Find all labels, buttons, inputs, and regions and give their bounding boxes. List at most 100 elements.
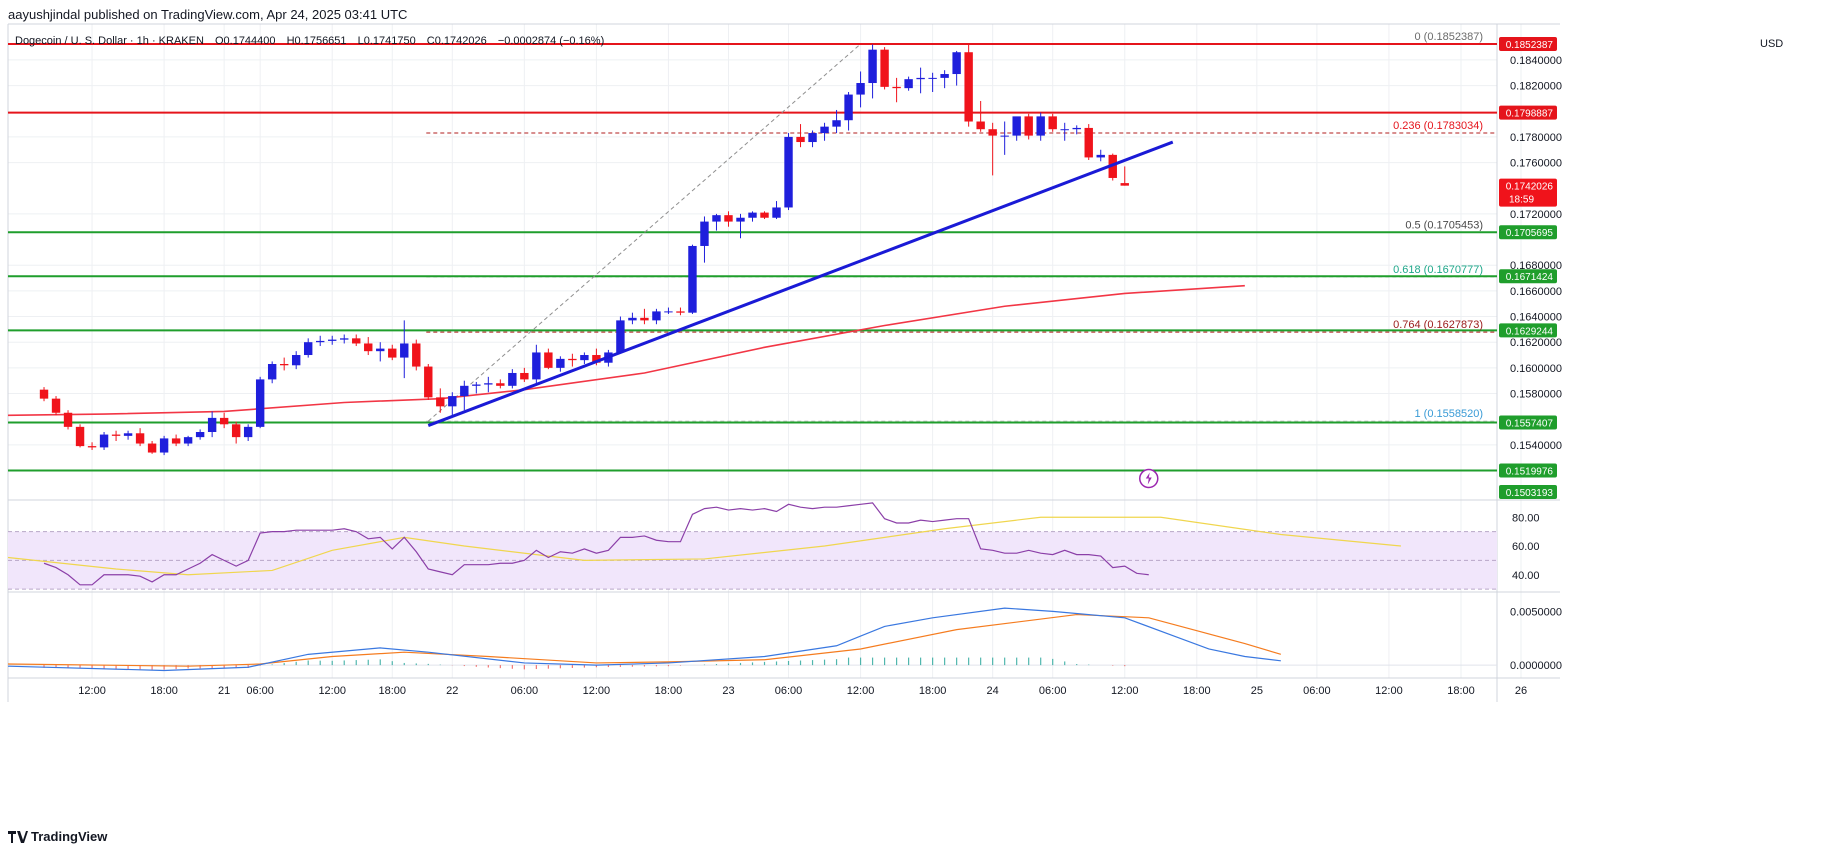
candle-body bbox=[195, 432, 205, 438]
time-tick-label: 18:00 bbox=[1447, 685, 1475, 697]
levels bbox=[8, 43, 1497, 472]
price-badge-label: 0.1519976 bbox=[1506, 467, 1554, 478]
grid bbox=[7, 23, 1560, 702]
candle-body bbox=[255, 379, 265, 427]
candle-body bbox=[748, 212, 757, 218]
fib-guide-line bbox=[427, 43, 861, 422]
alert-icon-bolt bbox=[1145, 472, 1152, 485]
candle-body bbox=[364, 343, 373, 352]
candle-body bbox=[544, 352, 553, 368]
candle-body bbox=[159, 438, 169, 453]
candle-body bbox=[99, 434, 109, 448]
candle-body bbox=[868, 49, 877, 84]
price-badge-label: 0.1629244 bbox=[1506, 326, 1554, 337]
candle-body bbox=[916, 77, 925, 80]
candle-body bbox=[303, 342, 313, 356]
price-badge-label: 0.1503193 bbox=[1506, 488, 1554, 499]
candle-body bbox=[592, 355, 601, 363]
candle-body bbox=[976, 121, 985, 130]
axes: 0.1840000 0.1820000 0.1780000 0.1760000 0.17… bbox=[78, 55, 1562, 697]
price-badge-bg bbox=[1499, 323, 1557, 338]
price-badge-bg bbox=[1499, 178, 1557, 207]
candle-body bbox=[207, 417, 217, 432]
candle-body bbox=[808, 133, 817, 143]
time-tick-label: 25 bbox=[1251, 685, 1263, 697]
candle-body bbox=[736, 217, 745, 222]
time-tick-label: 23 bbox=[722, 685, 734, 697]
candle-body bbox=[652, 311, 661, 321]
candle-body bbox=[988, 129, 997, 136]
price-tick-label: 0.1620000 bbox=[1510, 337, 1562, 349]
time-tick-label: 12:00 bbox=[583, 685, 611, 697]
price-tick-label: 0.1580000 bbox=[1510, 389, 1562, 401]
alert-icon[interactable] bbox=[1139, 468, 1159, 489]
candle-body bbox=[532, 352, 541, 380]
candle-body bbox=[508, 372, 517, 386]
price-tick-label: 0.1840000 bbox=[1510, 55, 1562, 67]
rsi-tick-label: 80.00 bbox=[1512, 512, 1540, 524]
candle-body bbox=[316, 340, 325, 343]
time-tick-label: 12:00 bbox=[1111, 685, 1139, 697]
price-tick-label: 0.1760000 bbox=[1510, 158, 1562, 170]
candle-body bbox=[1120, 183, 1129, 186]
fib-label: 0.236 (0.1783034) bbox=[1393, 120, 1483, 132]
rsi-ma-line bbox=[7, 516, 1401, 576]
low-value: L0.1741750 bbox=[357, 35, 416, 47]
publish-info: aayushjindal published on TradingView.co… bbox=[8, 7, 408, 22]
candle-body bbox=[400, 343, 409, 358]
price-tick-label: 0.1680000 bbox=[1510, 260, 1562, 272]
time-tick-label: 26 bbox=[1515, 685, 1527, 697]
open-value: O0.1744400 bbox=[214, 35, 276, 47]
price-badge-label: 0.1742026 bbox=[1506, 182, 1554, 193]
candle-body bbox=[784, 136, 793, 208]
time-tick-label: 12:00 bbox=[78, 685, 106, 697]
price-tick-label: 0.1820000 bbox=[1510, 81, 1562, 93]
time-tick-label: 12:00 bbox=[1375, 685, 1403, 697]
fib-label: 0.764 (0.1627873) bbox=[1393, 319, 1483, 331]
candle-body bbox=[628, 317, 637, 321]
candle-body bbox=[952, 52, 961, 75]
candle-body bbox=[1072, 127, 1081, 130]
candle-body bbox=[1036, 116, 1045, 136]
candle-body bbox=[856, 83, 865, 95]
candles[interactable] bbox=[39, 44, 1129, 456]
macd-tick-label: 0.0050000 bbox=[1510, 606, 1562, 618]
candle-body bbox=[147, 443, 157, 453]
candle-body bbox=[832, 120, 841, 127]
candle-body bbox=[424, 366, 433, 398]
currency-label[interactable]: USD bbox=[1760, 38, 1784, 50]
candle-body bbox=[904, 79, 913, 89]
candle-body bbox=[1000, 135, 1009, 137]
candle-body bbox=[460, 385, 469, 397]
candle-body bbox=[844, 94, 853, 121]
time-tick-label: 06:00 bbox=[1039, 685, 1067, 697]
candle-body bbox=[520, 372, 529, 380]
candle-body bbox=[111, 434, 121, 436]
high-value: H0.1756651 bbox=[286, 35, 347, 47]
tradingview-logo[interactable]: TradingView bbox=[8, 829, 107, 844]
price-badge-countdown: 18:59 bbox=[1509, 195, 1534, 206]
candle-body bbox=[964, 52, 973, 122]
price-badge-bg bbox=[1499, 463, 1557, 478]
price-tick-label: 0.1600000 bbox=[1510, 363, 1562, 375]
candle-body bbox=[892, 86, 901, 89]
candle-body bbox=[352, 338, 361, 344]
candle-body bbox=[688, 245, 697, 313]
price-tick-label: 0.1780000 bbox=[1510, 132, 1562, 144]
candle-body bbox=[328, 339, 337, 341]
price-badge-bg bbox=[1499, 225, 1557, 240]
symbol-name[interactable]: Dogecoin / U. S. Dollar · 1h · KRAKEN bbox=[15, 35, 204, 47]
ohlc-values: O0.1744400 H0.1756651 L0.1741750 C0.1742… bbox=[215, 35, 612, 47]
price-badge-bg bbox=[1499, 37, 1557, 52]
time-tick-label: 12:00 bbox=[318, 685, 346, 697]
macd-tick-label: 0.0000000 bbox=[1510, 660, 1562, 672]
candle-body bbox=[928, 77, 937, 79]
macd bbox=[7, 607, 1497, 672]
time-tick-label: 21 bbox=[218, 685, 230, 697]
fib-label: 0 (0.1852387) bbox=[1415, 31, 1484, 43]
trendline[interactable] bbox=[427, 140, 1174, 427]
tradingview-logo-icon bbox=[8, 830, 28, 843]
price-badge-bg bbox=[1499, 485, 1557, 500]
macd-signal-line bbox=[7, 613, 1282, 667]
time-tick-label: 22 bbox=[446, 685, 458, 697]
